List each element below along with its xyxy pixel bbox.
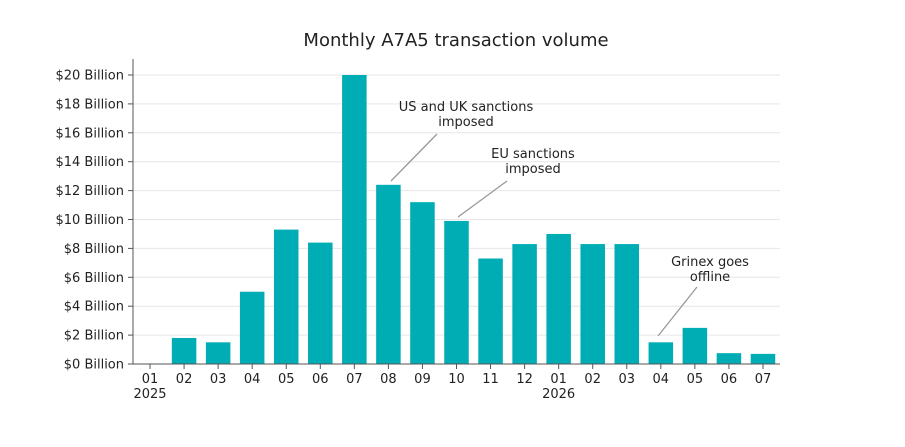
annotation-2: Grinex goes offline bbox=[657, 255, 749, 337]
y-tick-label: $0 Billion bbox=[64, 358, 124, 373]
chart-title: Monthly A7A5 transaction volume bbox=[303, 30, 608, 51]
x-year-label: 2026 bbox=[542, 387, 575, 402]
annotation-pointer bbox=[390, 133, 438, 182]
x-tick-label: 03 bbox=[618, 372, 635, 387]
x-tick-label: 06 bbox=[312, 372, 329, 387]
bar-11 bbox=[512, 244, 537, 364]
y-tick-label: $6 Billion bbox=[64, 271, 124, 286]
x-tick-label: 02 bbox=[176, 372, 193, 387]
y-axis-ticks: $0 Billion $2 Billion $4 Billion $6 Billion… bbox=[55, 69, 133, 373]
bar-6 bbox=[342, 75, 367, 364]
bar-16 bbox=[682, 327, 708, 364]
y-tick-label: $8 Billion bbox=[64, 242, 124, 257]
annotation-pointer bbox=[457, 180, 508, 218]
y-tick-label: $14 Billion bbox=[55, 155, 124, 170]
bar-5 bbox=[308, 242, 333, 364]
y-tick-label: $4 Billion bbox=[64, 300, 124, 315]
bar-12 bbox=[546, 233, 571, 364]
bar-3 bbox=[239, 291, 265, 364]
bar-8 bbox=[410, 202, 435, 364]
bar-7 bbox=[376, 184, 401, 364]
y-tick-label: $10 Billion bbox=[55, 213, 124, 228]
annotation-text: US and UK sanctions imposed bbox=[399, 100, 534, 130]
x-tick-label: 10 bbox=[448, 372, 465, 387]
x-tick-label: 11 bbox=[482, 372, 499, 387]
y-tick-label: $20 Billion bbox=[55, 69, 124, 84]
x-tick-label: 06 bbox=[721, 372, 738, 387]
x-tick-label: 07 bbox=[346, 372, 363, 387]
x-tick-label: 05 bbox=[687, 372, 704, 387]
bar-17 bbox=[716, 353, 742, 364]
bar-10 bbox=[478, 258, 503, 364]
annotation-text: EU sanctions imposed bbox=[491, 147, 575, 177]
x-tick-label: 05 bbox=[278, 372, 295, 387]
x-tick-label: 01 bbox=[550, 372, 567, 387]
bar-4 bbox=[273, 229, 299, 364]
x-tick-label: 07 bbox=[755, 372, 772, 387]
bar-9 bbox=[444, 220, 469, 364]
bar-13 bbox=[580, 244, 605, 364]
bar-18 bbox=[750, 353, 776, 364]
x-axis-ticks: 01 02 03 04 05 06 07 08 09 10 11 12 01 02 03 04 05 06 07 20… bbox=[133, 364, 771, 402]
x-year-label: 2025 bbox=[133, 387, 166, 402]
bar-14 bbox=[614, 244, 640, 364]
bars bbox=[171, 75, 776, 364]
y-tick-label: $18 Billion bbox=[55, 97, 124, 112]
x-tick-label: 12 bbox=[516, 372, 533, 387]
y-tick-label: $2 Billion bbox=[64, 329, 124, 344]
x-tick-label: 04 bbox=[244, 372, 261, 387]
x-tick-label: 03 bbox=[210, 372, 227, 387]
bar-15 bbox=[648, 342, 674, 364]
annotation-0: US and UK sanctions imposed bbox=[390, 100, 534, 182]
x-tick-label: 02 bbox=[584, 372, 601, 387]
x-tick-label: 04 bbox=[653, 372, 670, 387]
x-tick-label: 01 bbox=[142, 372, 159, 387]
bar-2 bbox=[205, 342, 231, 364]
annotations: US and UK sanctions imposed EU sanctions im… bbox=[390, 100, 749, 337]
bar-1 bbox=[171, 337, 197, 364]
annotation-text: Grinex goes offline bbox=[671, 255, 749, 285]
y-tick-label: $16 Billion bbox=[55, 126, 124, 141]
annotation-1: EU sanctions imposed bbox=[457, 147, 575, 218]
x-tick-label: 09 bbox=[414, 372, 431, 387]
x-tick-label: 08 bbox=[380, 372, 397, 387]
y-tick-label: $12 Billion bbox=[55, 184, 124, 199]
annotation-pointer bbox=[657, 286, 698, 337]
